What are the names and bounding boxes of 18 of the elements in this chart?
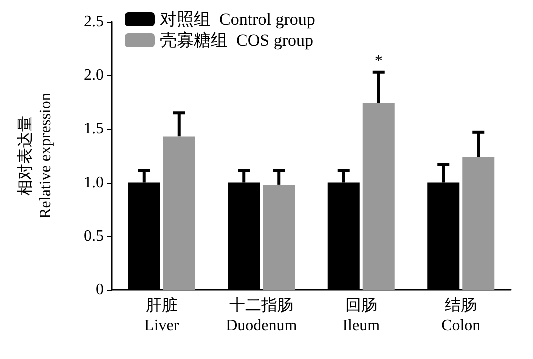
annotation: * <box>374 52 383 70</box>
x-tick-label: 结肠 Colon <box>442 296 481 334</box>
y-tick-label: 1.0 <box>84 174 104 192</box>
y-tick-label: 2.5 <box>84 14 104 30</box>
bar <box>263 184 296 290</box>
y-tick-label: 0 <box>96 282 104 298</box>
bar <box>362 103 395 290</box>
x-tick-label: 肝脏 Liver <box>144 296 180 334</box>
legend-label: 对照组 Control group <box>160 10 316 29</box>
bar <box>462 157 495 290</box>
y-tick-label: 2.0 <box>84 67 104 84</box>
legend-label: 壳寡糖组 COS group <box>160 31 314 50</box>
y-tick-label: 0.5 <box>84 228 104 245</box>
y-tick-label: 1.5 <box>84 120 104 138</box>
bar <box>163 136 196 290</box>
x-tick-label: 回肠 Ileum <box>342 298 381 334</box>
x-tick-label: 十二指肠 Duodenum <box>226 296 298 334</box>
y-axis-title: 相对表达量 Relative expression <box>16 93 54 219</box>
